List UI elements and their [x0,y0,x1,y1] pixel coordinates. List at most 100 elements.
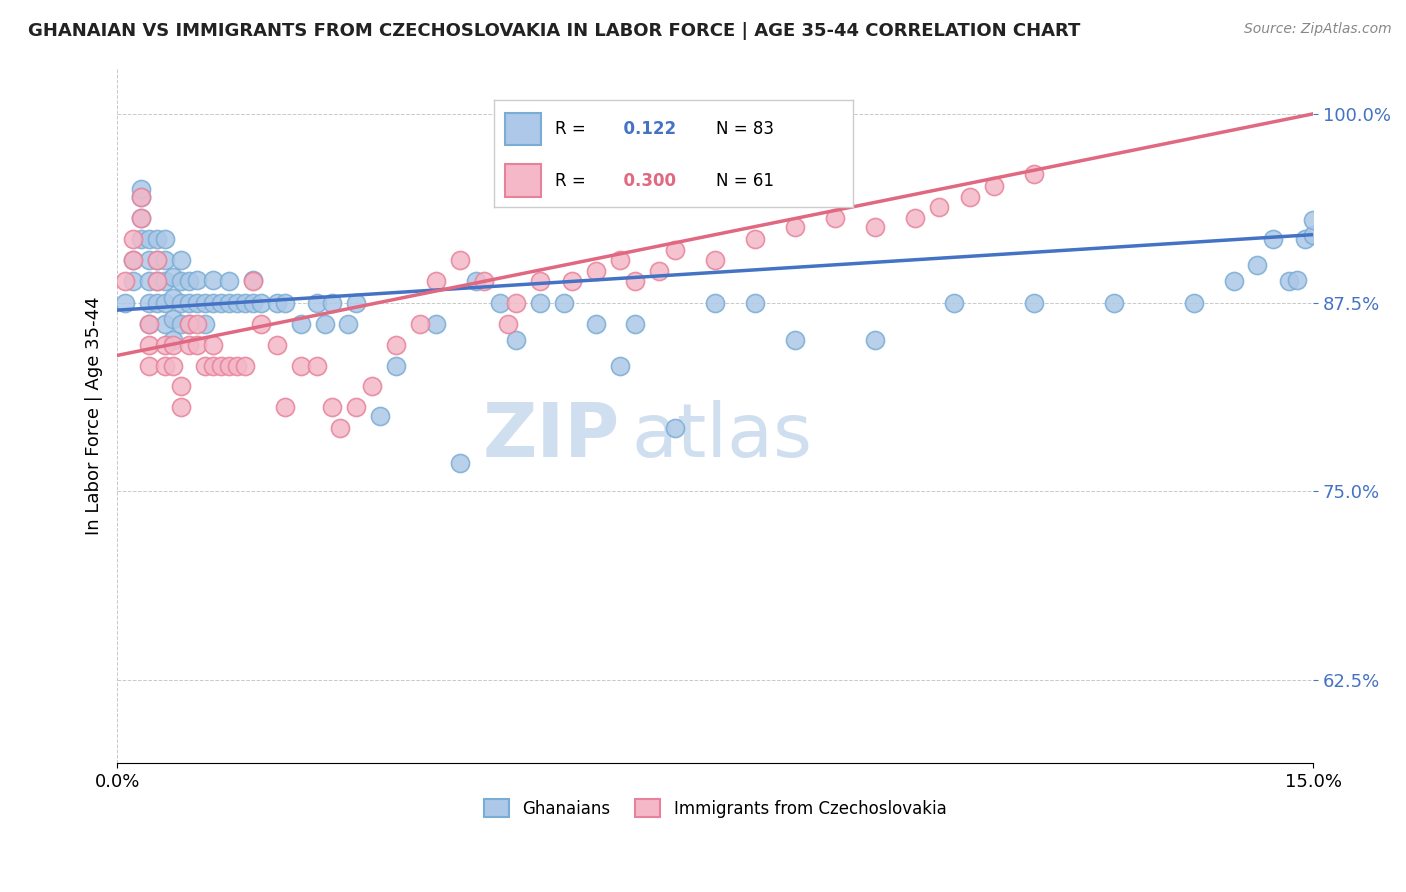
Point [425,275,447,289]
Point [129,190,152,204]
Point [648,264,671,278]
Point [225,295,247,310]
Point [585,264,607,278]
Y-axis label: In Labor Force | Age 35-44: In Labor Force | Age 35-44 [86,296,103,535]
Point [138,317,160,331]
Point [209,295,232,310]
Point [266,338,288,352]
Point [194,317,217,331]
Point [249,295,271,310]
Point [496,317,519,331]
Point [273,295,295,310]
Text: GHANAIAN VS IMMIGRANTS FROM CZECHOSLOVAKIA IN LABOR FORCE | AGE 35-44 CORRELATIO: GHANAIAN VS IMMIGRANTS FROM CZECHOSLOVAK… [28,22,1080,40]
Point [177,317,200,331]
Point [177,317,200,331]
Point [146,232,169,246]
Point [1278,275,1301,289]
Point [321,295,343,310]
Point [177,295,200,310]
Point [1182,295,1205,310]
Point [138,232,160,246]
Point [273,400,295,414]
Point [162,291,184,305]
Point [1294,232,1316,246]
Point [337,317,360,331]
Point [233,295,256,310]
Point [425,317,447,331]
Point [704,295,727,310]
Point [505,295,527,310]
Point [529,275,551,289]
Point [170,275,193,289]
Point [266,295,288,310]
Point [409,317,432,331]
Point [959,190,981,204]
Point [385,338,408,352]
Point [329,421,352,435]
Point [153,359,176,373]
Point [146,253,169,268]
Point [305,295,328,310]
Point [162,334,184,348]
Point [704,253,727,268]
Point [242,275,264,289]
Point [153,317,176,331]
Point [129,211,152,225]
Point [177,275,200,289]
Point [138,338,160,352]
Point [609,253,631,268]
Point [138,317,160,331]
Point [609,359,631,373]
Point [249,317,271,331]
Point [744,295,766,310]
Point [242,295,264,310]
Point [122,232,145,246]
Point [344,295,367,310]
Point [218,295,240,310]
Point [162,269,184,284]
Point [201,295,224,310]
Point [561,275,583,289]
Point [218,359,240,373]
Point [218,275,240,289]
Point [201,338,224,352]
Point [1263,232,1285,246]
Point [170,400,193,414]
Point [1024,295,1046,310]
Point [225,359,247,373]
Point [321,400,343,414]
Point [170,253,193,268]
Point [138,295,160,310]
Point [344,400,367,414]
Point [783,334,806,348]
Point [943,295,966,310]
Point [201,359,224,373]
Point [449,456,471,470]
Point [1102,295,1125,310]
Point [146,253,169,268]
Point [385,359,408,373]
Point [162,359,184,373]
Point [146,295,169,310]
Point [153,253,176,268]
Point [153,295,176,310]
Point [472,275,495,289]
Point [863,334,886,348]
Point [553,295,575,310]
Point [162,312,184,326]
Point [194,295,217,310]
Point [233,359,256,373]
Point [624,317,647,331]
Point [170,295,193,310]
Point [129,211,152,225]
Point [1222,275,1244,289]
Point [122,253,145,268]
Point [186,273,208,287]
Point [529,295,551,310]
Point [664,421,686,435]
Point [242,273,264,287]
Point [465,275,488,289]
Point [114,275,136,289]
Point [153,232,176,246]
Point [186,338,208,352]
